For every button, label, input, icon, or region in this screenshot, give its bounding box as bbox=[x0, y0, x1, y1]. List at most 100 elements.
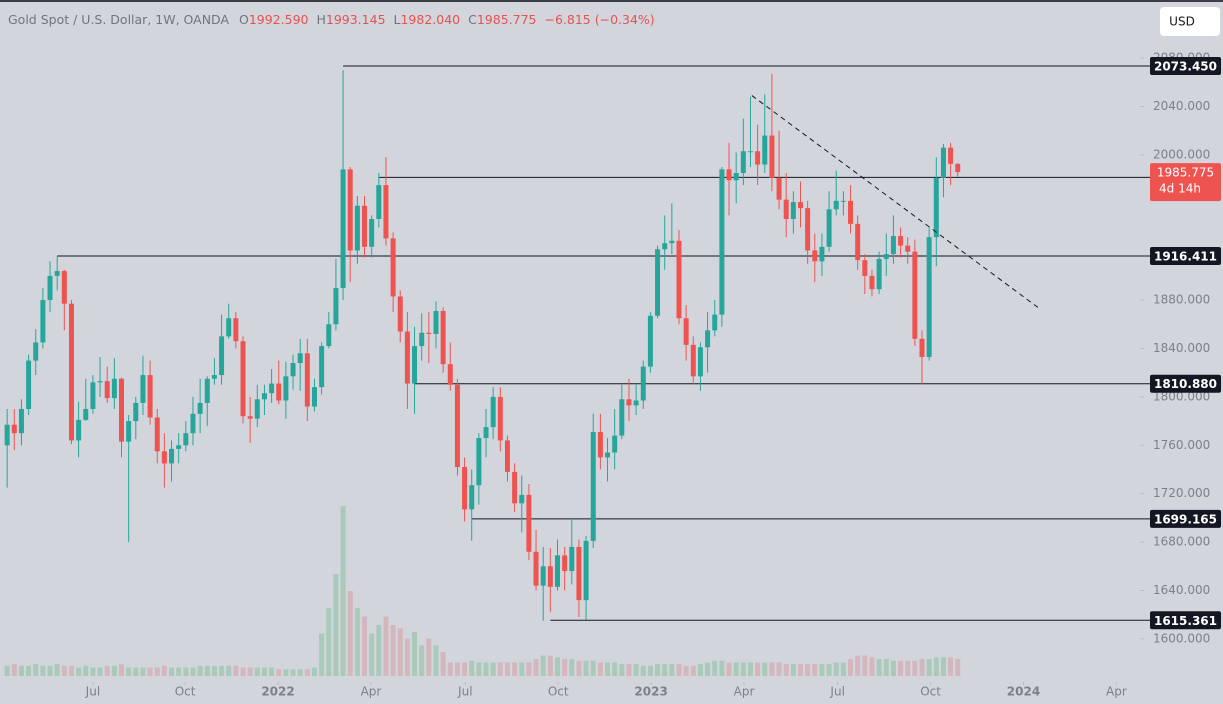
candle-body bbox=[526, 494, 532, 552]
candle-body bbox=[390, 238, 396, 297]
volume-bar bbox=[805, 664, 811, 676]
volume-bar bbox=[647, 665, 653, 676]
volume-bar bbox=[204, 665, 210, 676]
volume-bar bbox=[454, 662, 460, 676]
x-tick-label: Jul bbox=[829, 685, 844, 699]
candle-body bbox=[197, 402, 203, 414]
candle-body bbox=[655, 249, 661, 316]
candle-body bbox=[676, 240, 682, 319]
candle-body bbox=[619, 399, 625, 436]
y-tick-label: 1760.000 bbox=[1153, 438, 1210, 452]
candle-body bbox=[204, 378, 210, 403]
currency-label[interactable]: USD bbox=[1169, 15, 1195, 29]
volume-bar bbox=[404, 638, 410, 676]
volume-bar bbox=[40, 665, 46, 676]
candle-body bbox=[919, 338, 925, 357]
candle-body bbox=[333, 287, 339, 325]
volume-bar bbox=[790, 664, 796, 676]
volume-bar bbox=[905, 660, 911, 676]
candle-body bbox=[726, 169, 732, 181]
volume-bar bbox=[190, 667, 196, 676]
candle-body bbox=[476, 438, 482, 486]
candle-body bbox=[283, 376, 289, 401]
volume-bar bbox=[619, 664, 625, 676]
candle-body bbox=[247, 416, 253, 419]
volume-bar bbox=[490, 662, 496, 676]
volume-bar bbox=[304, 669, 310, 676]
currency-button[interactable]: USD bbox=[1160, 7, 1220, 36]
candle-body bbox=[512, 471, 518, 504]
candle-body bbox=[276, 383, 282, 401]
candle-body bbox=[140, 375, 146, 403]
candle-body bbox=[733, 173, 739, 181]
level-label-bg bbox=[1150, 611, 1221, 630]
candle-body bbox=[404, 331, 410, 384]
candle-body bbox=[68, 303, 74, 441]
level-label: 1810.880 bbox=[1154, 377, 1217, 391]
volume-bar bbox=[283, 669, 289, 676]
candle-body bbox=[890, 235, 896, 255]
volume-bar bbox=[633, 664, 639, 676]
candle-body bbox=[926, 237, 932, 357]
candle-body bbox=[869, 275, 875, 290]
candle-body bbox=[269, 383, 275, 394]
volume-bar bbox=[412, 631, 418, 676]
candle-body bbox=[790, 202, 796, 220]
candle-body bbox=[905, 245, 911, 252]
volume-bar bbox=[261, 667, 267, 676]
volume-bar bbox=[726, 662, 732, 676]
volume-bar bbox=[933, 657, 939, 676]
volume-bar bbox=[111, 665, 117, 676]
volume-bar bbox=[740, 662, 746, 676]
candle-body bbox=[290, 362, 296, 377]
candle-body bbox=[233, 318, 239, 342]
candle-body bbox=[819, 246, 825, 262]
candle-body bbox=[412, 346, 418, 384]
candle-body bbox=[712, 314, 718, 331]
level-label-bg bbox=[1150, 247, 1221, 266]
volume-bar bbox=[898, 660, 904, 676]
volume-bar bbox=[948, 657, 954, 676]
candle-body bbox=[326, 324, 332, 347]
candle-body bbox=[219, 336, 225, 376]
candle-body bbox=[769, 135, 775, 178]
volume-bar bbox=[426, 638, 432, 676]
candle-body bbox=[383, 185, 389, 239]
x-tick-label: Apr bbox=[734, 685, 755, 699]
volume-bar bbox=[926, 659, 932, 676]
volume-bar bbox=[640, 665, 646, 676]
volume-bar bbox=[140, 667, 146, 676]
candle-body bbox=[18, 408, 24, 434]
candle-body bbox=[855, 223, 861, 261]
volume-bar bbox=[183, 667, 189, 676]
candle-body bbox=[254, 399, 260, 419]
currency-button-bg[interactable] bbox=[1160, 7, 1220, 36]
candle-body bbox=[240, 341, 246, 417]
level-label-bg bbox=[1150, 509, 1221, 528]
volume-bar bbox=[512, 662, 518, 676]
volume-bar bbox=[683, 665, 689, 676]
volume-bar bbox=[819, 664, 825, 676]
volume-bar bbox=[497, 662, 503, 676]
candle-body bbox=[319, 346, 325, 388]
candle-body bbox=[597, 431, 603, 458]
x-tick-label: Jul bbox=[85, 685, 100, 699]
ohlc-value: 1982.040 bbox=[400, 12, 460, 27]
volume-bar bbox=[319, 633, 325, 676]
candle-body bbox=[504, 440, 510, 472]
volume-bar bbox=[211, 665, 217, 676]
volume-bar bbox=[354, 608, 360, 676]
volume-bar bbox=[776, 662, 782, 676]
candle-body bbox=[354, 205, 360, 251]
candle-body bbox=[762, 135, 768, 165]
volume-bar bbox=[61, 665, 67, 676]
x-tick-label: Oct bbox=[548, 685, 569, 699]
candle-body bbox=[840, 200, 846, 202]
x-tick-label: Oct bbox=[920, 685, 941, 699]
candle-body bbox=[862, 260, 868, 276]
x-tick-label: 2022 bbox=[261, 685, 294, 699]
candle-body bbox=[119, 378, 125, 442]
volume-bar bbox=[504, 662, 510, 676]
volume-bar bbox=[569, 659, 575, 676]
